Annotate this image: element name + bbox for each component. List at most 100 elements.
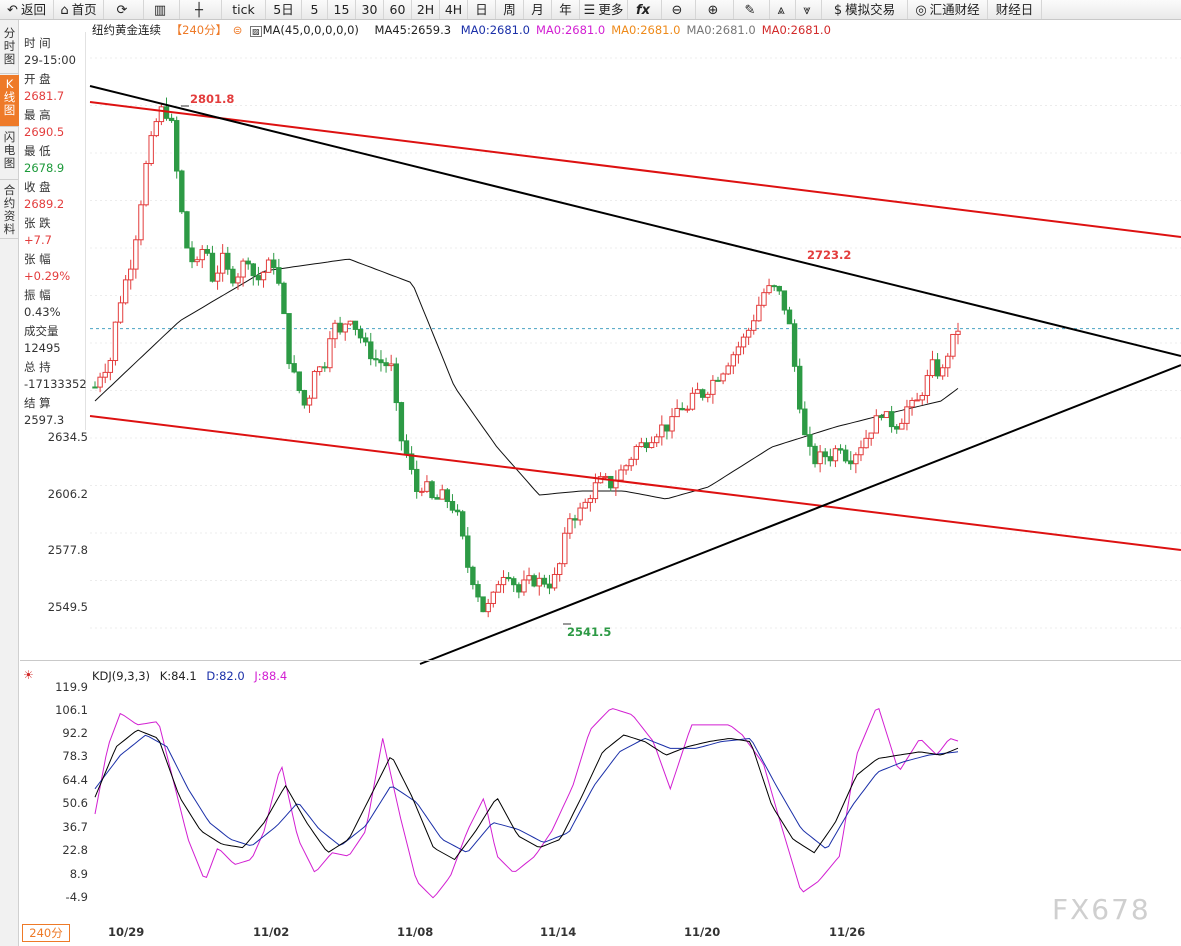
kdj-tick-label: 106.1 xyxy=(55,703,88,717)
ma-params[interactable]: ▨ MA(45,0,0,0,0,0) xyxy=(250,23,359,37)
candle-body xyxy=(495,584,502,593)
toolbar-button-14[interactable]: 周 xyxy=(496,0,524,19)
price-tick-label: 2634.5 xyxy=(47,430,88,444)
side-tab-2[interactable]: 闪电图 xyxy=(0,128,19,180)
toolbar-button-23[interactable]: ⩔ xyxy=(796,0,822,19)
candle-body xyxy=(791,323,798,367)
toolbar-button-20[interactable]: ⊕ xyxy=(696,0,734,19)
kdj-tick-label: 119.9 xyxy=(55,680,88,694)
toolbar-button-24[interactable]: $ 模拟交易 xyxy=(822,0,908,19)
period-badge[interactable]: 240分 xyxy=(22,924,70,942)
kdj-tick-label: 92.2 xyxy=(62,726,88,740)
candle-body xyxy=(679,407,685,411)
candle-body xyxy=(444,489,451,502)
candle-body xyxy=(475,584,481,598)
toolbar-button-9[interactable]: 30 xyxy=(356,0,384,19)
candle-body xyxy=(424,481,430,492)
candle-body xyxy=(929,359,936,377)
candle-body xyxy=(383,362,389,367)
toolbar-button-12[interactable]: 4H xyxy=(440,0,468,19)
candle-body xyxy=(562,532,568,565)
toolbar-button-26[interactable]: 财经日 xyxy=(988,0,1042,19)
toolbar-button-8[interactable]: 15 xyxy=(328,0,356,19)
candle-body xyxy=(531,575,537,587)
candle-body xyxy=(577,507,583,521)
quote-info-panel: 时 间 29-15:00 开 盘 2681.7 最 高 2690.5 最 低 2… xyxy=(20,32,87,430)
symbol-name: 纽约黄金连续 xyxy=(92,23,161,37)
open-interest-label: 总 持 xyxy=(24,360,51,374)
toolbar-button-7[interactable]: 5 xyxy=(302,0,328,19)
toolbar-button-3[interactable]: ▥ xyxy=(144,0,180,19)
period-label[interactable]: 【240分】 xyxy=(170,23,228,37)
toolbar-button-18[interactable]: fx xyxy=(628,0,662,19)
low-label: 最 低 xyxy=(24,144,51,158)
candle-body xyxy=(939,367,946,377)
candle-body xyxy=(168,117,175,122)
candle-body xyxy=(699,389,706,398)
toolbar-button-13[interactable]: 日 xyxy=(468,0,496,19)
volume-value: 12495 xyxy=(24,341,61,355)
trendlines[interactable] xyxy=(89,85,1181,665)
candle-body xyxy=(337,322,343,333)
low-value: 2678.9 xyxy=(24,161,65,175)
toolbar-button-5[interactable]: tick xyxy=(222,0,266,19)
candle-body xyxy=(174,120,180,172)
toolbar-button-17[interactable]: ☰ 更多 xyxy=(580,0,628,19)
candle-body xyxy=(240,260,246,278)
candle-body xyxy=(347,320,354,325)
candle-body xyxy=(674,407,680,418)
ma0-value: MA0:2681.0 xyxy=(535,23,606,37)
price-annotation-label: 2723.2 xyxy=(807,248,851,262)
candle-body xyxy=(378,359,384,364)
candle-body xyxy=(219,252,226,274)
candle-body xyxy=(827,456,834,462)
candle-body xyxy=(863,437,869,449)
ma-toggle-icon[interactable]: ▨ xyxy=(250,26,262,37)
toolbar-button-10[interactable]: 60 xyxy=(384,0,412,19)
toolbar-button-2[interactable]: ⟳ xyxy=(104,0,144,19)
pane-divider[interactable] xyxy=(20,660,1181,661)
candle-body xyxy=(158,106,165,123)
toolbar-button-4[interactable]: ┼ xyxy=(180,0,222,19)
high-value: 2690.5 xyxy=(24,125,65,139)
candle-body xyxy=(950,333,956,357)
toolbar-button-15[interactable]: 月 xyxy=(524,0,552,19)
toolbar-button-25[interactable]: ◎ 汇通财经 xyxy=(908,0,988,19)
ma-settings-icon[interactable]: ⊜ xyxy=(232,23,243,37)
candle-body xyxy=(638,442,645,448)
side-tab-0[interactable]: 分时图 xyxy=(0,24,19,74)
kdj-settings-icon[interactable]: ☀ xyxy=(23,668,34,682)
channel-upper-line xyxy=(89,101,1181,238)
x-tick-label: 11/14 xyxy=(540,925,577,939)
toolbar-button-16[interactable]: 年 xyxy=(552,0,580,19)
candle-body xyxy=(853,454,859,465)
candle-body xyxy=(945,355,951,369)
open-interest-value: -17133352 xyxy=(24,377,87,391)
toolbar-button-22[interactable]: ⩓ xyxy=(770,0,796,19)
toolbar-button-0[interactable]: ↶ 返回 xyxy=(0,0,54,19)
candle-body xyxy=(684,408,691,411)
candle-body xyxy=(664,424,670,432)
candle-body xyxy=(454,509,461,513)
x-tick-label: 11/26 xyxy=(829,925,866,939)
chart-header: 纽约黄金连续 【240分】 ⊜ ▨ MA(45,0,0,0,0,0) MA45:2… xyxy=(92,22,843,38)
side-tab-3[interactable]: 合约资料 xyxy=(0,181,19,239)
toolbar-button-6[interactable]: 5日 xyxy=(266,0,302,19)
candle-body xyxy=(214,272,221,282)
ma0-value: MA0:2681.0 xyxy=(761,23,831,37)
toolbar-button-11[interactable]: 2H xyxy=(412,0,440,19)
toolbar-button-21[interactable]: ✎ xyxy=(734,0,770,19)
candle-body xyxy=(449,500,456,511)
toolbar-button-19[interactable]: ⊖ xyxy=(662,0,696,19)
kdj-lines xyxy=(94,708,959,899)
candle-body xyxy=(516,584,522,593)
candle-body xyxy=(485,602,491,613)
ma45-path xyxy=(94,258,959,500)
candle-body xyxy=(388,363,394,367)
toolbar-button-1[interactable]: ⌂ 首页 xyxy=(54,0,104,19)
candle-body xyxy=(521,579,527,593)
candle-body xyxy=(327,338,333,369)
